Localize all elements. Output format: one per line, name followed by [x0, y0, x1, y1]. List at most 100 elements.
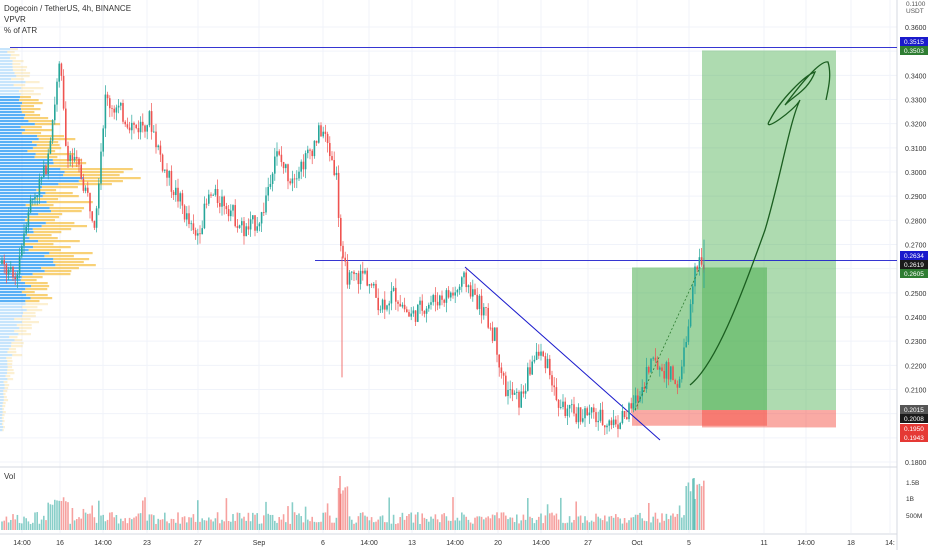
vpvr-bar-up: [0, 318, 15, 321]
volume-bar: [183, 516, 186, 530]
candle-body: [601, 409, 604, 426]
vpvr-bar-up: [0, 54, 11, 57]
volume-bar: [153, 515, 155, 530]
volume-bar: [454, 520, 456, 530]
vpvr-bar-down: [21, 108, 41, 111]
volume-tick-label: 500M: [906, 513, 922, 520]
vpvr-bar-down: [7, 369, 14, 372]
volume-label[interactable]: Vol: [4, 472, 16, 481]
vpvr-bar-down: [31, 141, 59, 144]
volume-bar: [412, 522, 415, 530]
candle-body: [120, 102, 122, 106]
candle-body: [476, 294, 478, 309]
vpvr-bar-down: [38, 240, 80, 243]
volume-bar: [223, 521, 225, 530]
volume-bar: [203, 520, 206, 530]
candle-body: [175, 187, 177, 196]
vpvr-bar-up: [0, 144, 37, 147]
vpvr-bar-up: [0, 303, 26, 306]
candle-body: [478, 295, 481, 309]
volume-bar: [568, 516, 571, 530]
volume-bar: [458, 520, 461, 530]
volume-bar: [329, 515, 331, 530]
volume-bar: [98, 500, 100, 530]
position-1-target-zone: [632, 267, 767, 411]
vpvr-bar-up: [0, 135, 38, 138]
volume-bar: [472, 523, 474, 530]
candle-body: [408, 312, 410, 317]
candle-body: [201, 228, 203, 235]
volume-bar: [201, 518, 203, 530]
vpvr-bar-up: [0, 312, 24, 315]
candle-body: [439, 295, 441, 306]
volume-bar: [333, 522, 335, 530]
vpvr-bar-down: [7, 378, 14, 381]
candle-body: [648, 367, 650, 373]
candle-body: [58, 63, 60, 82]
volume-bar: [342, 490, 344, 530]
hand-drawn-projection: [689, 61, 831, 386]
candle-body: [18, 256, 21, 275]
vpvr-bar-up: [0, 225, 42, 228]
candle-body: [637, 395, 639, 402]
candle-body: [265, 195, 267, 213]
vpvr-bar-up: [0, 57, 10, 60]
volume-bar: [148, 514, 151, 530]
candle-body: [395, 287, 397, 302]
volume-bar: [276, 522, 278, 530]
candle-body: [166, 169, 168, 178]
legend-atr[interactable]: % of ATR: [4, 26, 38, 35]
vpvr-bar-up: [0, 366, 8, 369]
candle-body: [311, 150, 313, 157]
candle-body: [423, 310, 426, 314]
candle-body: [568, 404, 571, 409]
candle-body: [390, 290, 393, 304]
vpvr-bar-up: [0, 63, 13, 66]
currency-label: 0.1100: [906, 1, 926, 8]
vpvr-bar-down: [7, 366, 13, 369]
volume-bar: [441, 514, 443, 530]
vpvr-bar-up: [0, 420, 3, 423]
volume-bar: [362, 512, 364, 530]
volume-bar: [659, 522, 661, 530]
candle-body: [406, 309, 408, 313]
vpvr-bar-down: [25, 81, 40, 84]
candle-body: [522, 391, 525, 394]
candle-body: [3, 260, 5, 265]
candle-body: [84, 187, 87, 191]
vpvr-bar-down: [12, 354, 23, 357]
volume-bar: [520, 520, 522, 530]
vpvr-bar-up: [0, 129, 25, 132]
vpvr-bar-down: [25, 300, 40, 303]
volume-bar: [436, 519, 439, 530]
legend-vpvr[interactable]: VPVR: [4, 15, 26, 24]
volume-bar: [359, 512, 362, 530]
vpvr-bar-down: [25, 282, 48, 285]
vpvr-bar-up: [0, 390, 4, 393]
chart-legend[interactable]: Dogecoin / TetherUS, 4h, BINANCE VPVR % …: [4, 3, 131, 36]
candle-body: [650, 358, 652, 373]
time-tick-label: Sep: [253, 540, 266, 547]
candle-body: [40, 177, 43, 180]
candle-body: [199, 233, 201, 235]
candle-body: [161, 154, 164, 171]
vpvr-bar-up: [0, 273, 33, 276]
candle-body: [456, 290, 459, 293]
volume-bar: [474, 517, 476, 530]
vpvr-bar-up: [0, 186, 42, 189]
volume-bar: [293, 512, 296, 530]
candle-body: [610, 420, 613, 426]
volume-bar: [16, 514, 19, 530]
candle-body: [533, 359, 536, 362]
candle-body: [678, 379, 681, 388]
volume-bar: [65, 501, 67, 530]
volume-bar: [485, 517, 487, 530]
volume-bar: [269, 514, 272, 530]
candle-body: [60, 63, 63, 76]
candle-body: [302, 161, 305, 170]
position-2-target-zone: [702, 50, 836, 411]
volume-bar: [137, 513, 140, 530]
candle-body: [322, 131, 324, 137]
candle-body: [67, 145, 69, 161]
